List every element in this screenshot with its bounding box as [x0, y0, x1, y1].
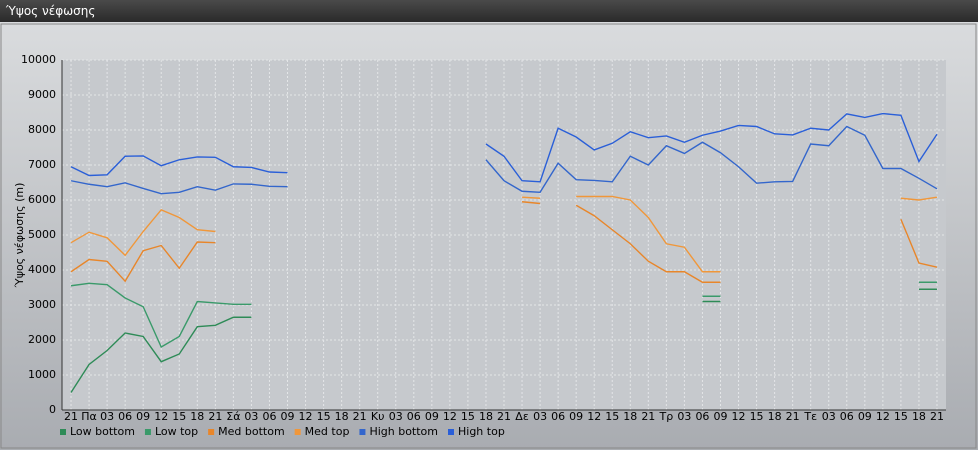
series-line	[70, 288, 937, 393]
x-tick-label: 18	[623, 410, 637, 423]
legend-swatch	[359, 429, 366, 435]
x-tick-label: 15	[461, 410, 475, 423]
x-tick-label: 21	[497, 410, 511, 423]
x-tick-label: Τε	[803, 410, 817, 423]
x-tick-label: 12	[443, 410, 457, 423]
x-tick-label: 21	[930, 410, 944, 423]
x-tick-label: 21	[641, 410, 655, 423]
x-tick-label: 06	[407, 410, 421, 423]
x-tick-label: 18	[912, 410, 926, 423]
chart: Ύψος νέφωσης (m) 0 1000 2000 3000 4000 5000 60…	[0, 23, 977, 449]
x-tick-label: 03	[244, 410, 258, 423]
x-tick-label: 12	[732, 410, 746, 423]
y-axis-label: Ύψος νέφωσης (m)	[13, 183, 26, 289]
x-tick-label: 09	[569, 410, 583, 423]
series-line	[70, 195, 938, 273]
y-tick-label: 10000	[21, 53, 56, 66]
x-tick-label: 06	[695, 410, 709, 423]
y-tick-label: 0	[49, 403, 56, 416]
x-tick-label: Σά	[226, 410, 240, 423]
legend-label: High top	[458, 425, 505, 438]
legend-swatch	[60, 429, 66, 435]
x-tick-label: 18	[768, 410, 782, 423]
y-tick-label: 2000	[28, 333, 56, 346]
x-tick-label: Δε	[515, 410, 529, 423]
legend-label: High bottom	[369, 425, 438, 438]
legend-swatch	[208, 429, 215, 435]
x-tick-label: 06	[118, 410, 132, 423]
x-tick-label: 18	[335, 410, 349, 423]
x-tick-label: 03	[822, 410, 836, 423]
y-tick-label: 4000	[28, 263, 56, 276]
legend-label: Med top	[305, 425, 350, 438]
x-tick-label: 03	[389, 410, 403, 423]
y-tick-label: 8000	[28, 123, 56, 136]
x-tick-label: 12	[876, 410, 890, 423]
x-tick-label: 18	[479, 410, 493, 423]
series-line	[70, 112, 938, 183]
series-line	[70, 281, 937, 348]
x-tick-label: 12	[154, 410, 168, 423]
title-bar: Ύψος νέφωσης	[0, 0, 978, 22]
series-line	[70, 125, 938, 195]
x-tick-label: 03	[677, 410, 691, 423]
x-tick-label: 06	[262, 410, 276, 423]
y-tick-label: 5000	[28, 228, 56, 241]
y-tick-label: 6000	[28, 193, 56, 206]
legend-swatch	[448, 429, 454, 435]
x-tick-label: 21	[786, 410, 800, 423]
legend-swatch	[294, 429, 301, 435]
x-tick-label: 15	[317, 410, 331, 423]
x-tick-label: 12	[587, 410, 601, 423]
y-tick-label: 1000	[28, 368, 56, 381]
x-tick-label: 03	[533, 410, 547, 423]
x-tick-label: 21	[64, 410, 78, 423]
x-tick-label: 12	[299, 410, 313, 423]
x-tick-label: Τρ	[659, 410, 674, 423]
x-tick-label: 09	[713, 410, 727, 423]
x-tick-label: 06	[551, 410, 565, 423]
legend-swatch	[144, 429, 151, 435]
x-tick-label: 15	[172, 410, 186, 423]
x-tick-label: 18	[190, 410, 204, 423]
chart-frame	[0, 23, 977, 449]
legend-label: Low bottom	[70, 425, 135, 438]
x-tick-label: 03	[100, 410, 114, 423]
x-tick-label: 09	[425, 410, 439, 423]
legend-label: Med bottom	[218, 425, 285, 438]
y-tick-label: 7000	[28, 158, 56, 171]
x-tick-label: 09	[281, 410, 295, 423]
x-tick-label: 09	[858, 410, 872, 423]
y-tick-label: 3000	[28, 298, 56, 311]
legend-label: Low top	[155, 425, 198, 438]
x-tick-label: 21	[353, 410, 367, 423]
x-tick-label: 21	[208, 410, 222, 423]
x-tick-label: 15	[750, 410, 764, 423]
series-line	[70, 201, 938, 283]
x-tick-label: Κυ	[371, 410, 385, 423]
x-tick-label: 15	[605, 410, 619, 423]
x-tick-label: 15	[894, 410, 908, 423]
x-tick-label: 09	[136, 410, 150, 423]
x-tick-label: 06	[840, 410, 854, 423]
y-tick-label: 9000	[28, 88, 56, 101]
x-tick-label: Πα	[81, 410, 97, 423]
